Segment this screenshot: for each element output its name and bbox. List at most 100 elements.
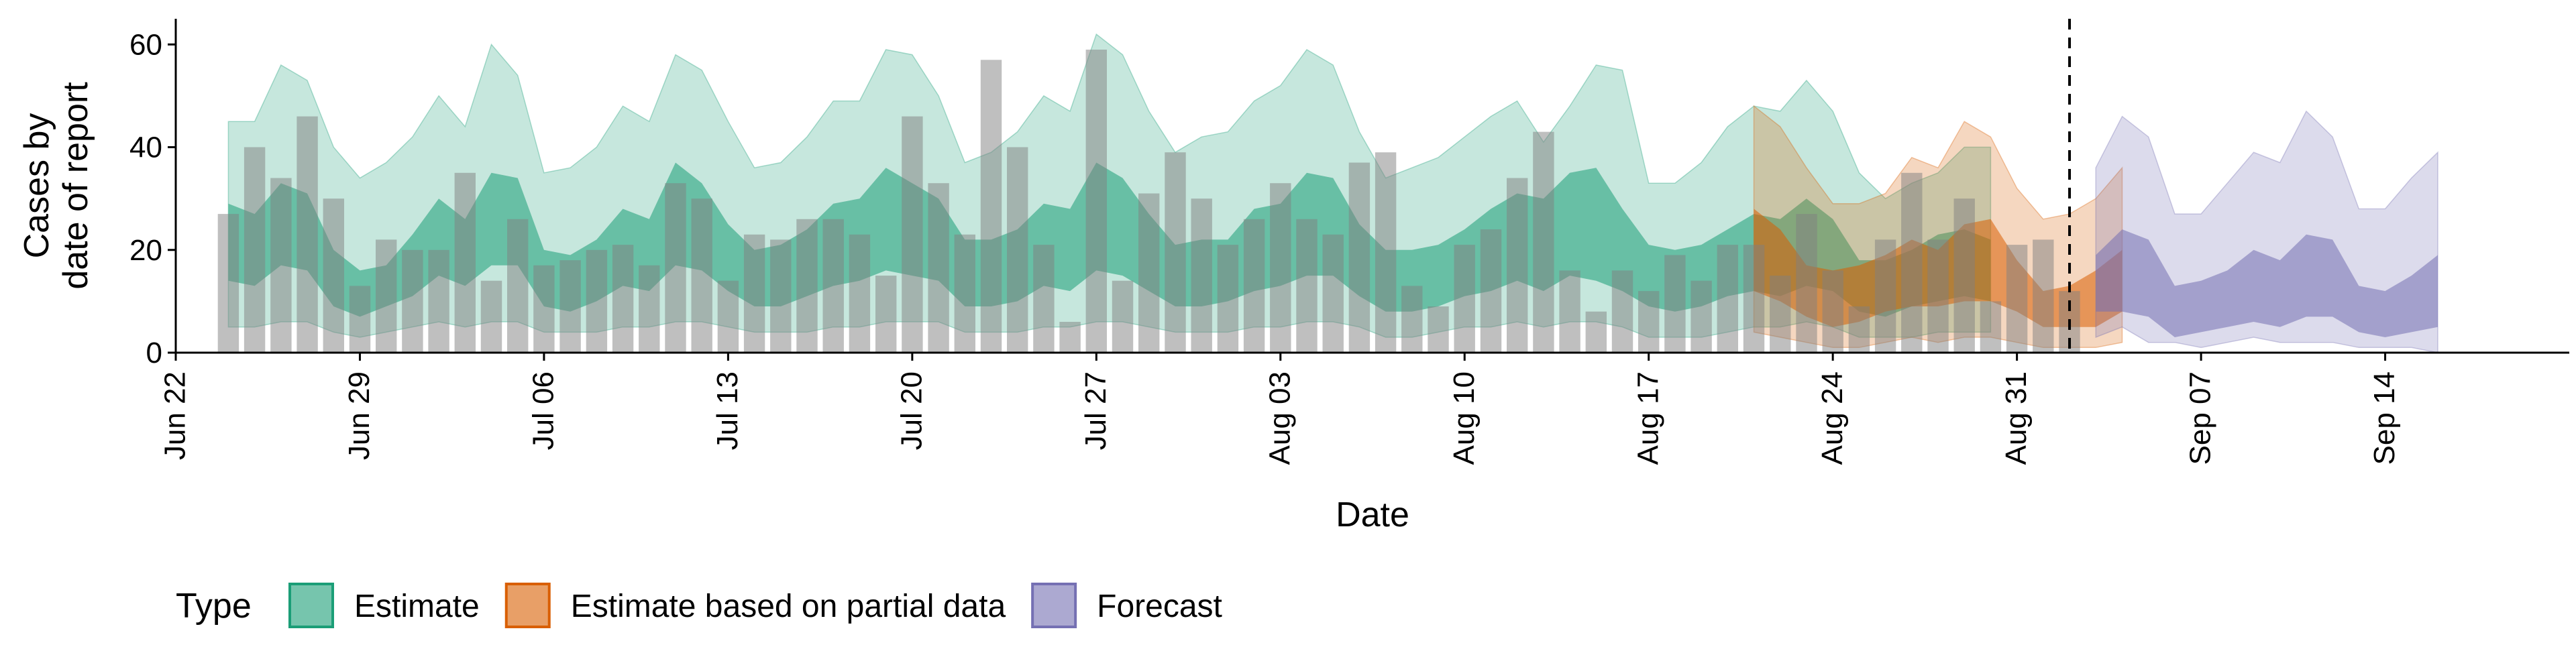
observed-bar xyxy=(454,172,476,353)
legend-swatch-forecast xyxy=(1031,583,1077,628)
axes: 0 20 40 60 Jun 22 Jun 29 Jul 06 Jul 13 Jul 20 Jul… xyxy=(129,19,2569,465)
observed-bar xyxy=(1191,198,1212,353)
observed-bar xyxy=(717,280,739,353)
observed-bar xyxy=(1980,301,2002,353)
y-tick-label: 20 xyxy=(129,234,162,267)
observed-bar xyxy=(849,234,871,353)
observed-bar xyxy=(1059,322,1081,353)
y-tick-label: 40 xyxy=(129,131,162,164)
observed-bar xyxy=(2033,239,2054,353)
observed-bar xyxy=(1085,50,1107,353)
x-tick-label: Sep 14 xyxy=(2368,371,2401,465)
observed-bar xyxy=(507,219,529,353)
legend: Type Estimate Estimate based on partial da… xyxy=(176,583,1222,628)
y-axis-title-line: date of report xyxy=(56,82,95,290)
observed-bar xyxy=(875,276,897,353)
y-tick-label: 60 xyxy=(129,28,162,61)
observed-bar xyxy=(770,239,792,353)
observed-bar xyxy=(297,116,318,353)
x-tick-label: Aug 03 xyxy=(1263,371,1296,465)
observed-bar xyxy=(376,239,397,353)
axis-titles: Date Cases by date of report xyxy=(17,82,1409,534)
observed-bars xyxy=(217,50,2080,353)
observed-bar xyxy=(796,219,818,353)
observed-bar xyxy=(1874,239,1896,353)
observed-bar xyxy=(586,249,608,353)
observed-bar xyxy=(1533,131,1554,353)
x-tick-label: Jul 06 xyxy=(527,371,560,450)
observed-bar xyxy=(743,234,765,353)
legend-title: Type xyxy=(176,587,252,626)
observed-bar xyxy=(1296,219,1318,353)
x-tick-label: Aug 17 xyxy=(1631,371,1664,465)
observed-bar xyxy=(1033,245,1055,353)
observed-bar xyxy=(1401,286,1423,353)
observed-bar xyxy=(402,249,423,353)
observed-bar xyxy=(954,234,975,353)
observed-bar xyxy=(1112,280,1134,353)
observed-bar xyxy=(1664,255,1686,353)
observed-bar xyxy=(1165,152,1186,353)
observed-bar xyxy=(1322,234,1344,353)
x-tick-label: Aug 31 xyxy=(2000,371,2033,465)
legend-swatch-estimate xyxy=(288,583,334,628)
observed-bar xyxy=(1138,193,1160,353)
observed-bar xyxy=(1559,270,1580,353)
observed-bar xyxy=(1217,245,1239,353)
observed-bar xyxy=(480,280,502,353)
observed-bar xyxy=(665,183,686,353)
observed-bar xyxy=(1480,229,1502,353)
observed-bar xyxy=(217,214,239,353)
observed-bar xyxy=(1507,178,1528,353)
observed-bar xyxy=(1927,239,1949,353)
observed-bar xyxy=(980,60,1002,353)
observed-bar xyxy=(270,178,292,353)
observed-bar xyxy=(1717,245,1738,353)
observed-bar xyxy=(1638,291,1660,353)
x-tick-label: Jul 13 xyxy=(711,371,744,450)
observed-bar xyxy=(1348,162,1371,353)
observed-bar xyxy=(691,198,712,353)
x-tick-label: Jul 20 xyxy=(895,371,928,450)
observed-bar xyxy=(928,183,949,353)
observed-bar xyxy=(559,260,581,353)
x-tick-label: Aug 10 xyxy=(1448,371,1481,465)
x-tick-label: Jul 27 xyxy=(1079,371,1112,450)
observed-bar xyxy=(1611,270,1633,353)
observed-bar xyxy=(1585,311,1607,353)
observed-bar xyxy=(244,147,266,353)
observed-bar xyxy=(639,265,660,353)
observed-bar xyxy=(822,219,844,353)
y-axis-title-line: Cases by xyxy=(17,113,56,259)
observed-bar xyxy=(533,265,555,353)
observed-bar xyxy=(1796,214,1817,353)
observed-bar xyxy=(1428,306,1449,353)
observed-bar xyxy=(612,245,634,353)
observed-bar xyxy=(1901,172,1923,353)
observed-bar xyxy=(428,249,449,353)
x-tick-label: Aug 24 xyxy=(1816,371,1849,465)
observed-bar xyxy=(1822,270,1843,353)
y-tick-label: 0 xyxy=(146,337,162,369)
observed-bar xyxy=(1375,152,1397,353)
observed-bar xyxy=(1243,219,1265,353)
observed-bar xyxy=(1953,198,1975,353)
legend-swatch-estimate-based-on-partial-data xyxy=(504,583,551,628)
observed-bar xyxy=(1848,306,1870,353)
legend-label-estimate: Estimate xyxy=(354,589,480,624)
observed-bar xyxy=(902,116,923,353)
observed-bar xyxy=(323,198,344,353)
x-tick-label: Jun 22 xyxy=(159,371,192,460)
legend-label-forecast: Forecast xyxy=(1097,589,1222,624)
band50-forecast xyxy=(2096,229,2438,337)
x-tick-label: Sep 07 xyxy=(2184,371,2217,465)
legend-label-estimate-based-on-partial-data: Estimate based on partial data xyxy=(571,589,1006,624)
observed-bar xyxy=(1690,280,1712,353)
x-axis-title: Date xyxy=(1336,495,1409,534)
observed-bar xyxy=(349,286,371,353)
observed-bar xyxy=(1270,183,1291,353)
observed-bar xyxy=(1454,245,1475,353)
observed-bar xyxy=(1007,147,1028,353)
